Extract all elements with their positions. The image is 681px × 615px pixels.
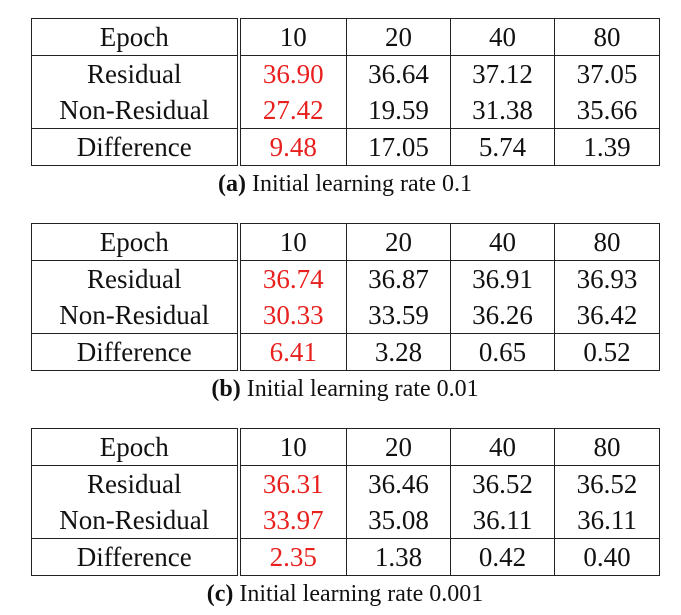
header-cell: 40 — [450, 18, 555, 56]
row-label: Difference — [31, 538, 239, 576]
table-cell: 36.11 — [450, 502, 555, 539]
table-row-non-residual: Non-Residual 33.97 35.08 36.11 36.11 — [32, 502, 660, 539]
table-cell: 36.93 — [554, 260, 660, 297]
caption-tag: (c) — [206, 581, 234, 607]
table-row-residual: Residual 36.74 36.87 36.91 36.93 — [32, 260, 660, 297]
table-cell: 0.42 — [450, 538, 555, 576]
table-b-block: Epoch 10 20 40 80 Residual 36.74 36.87 3… — [31, 223, 660, 403]
table-caption: (a) Initial learning rate 0.1 — [31, 171, 659, 198]
table-cell: 36.46 — [346, 465, 451, 502]
table-cell: 36.11 — [554, 502, 660, 539]
header-cell: 10 — [236, 18, 347, 56]
highlighted-cell: 36.74 — [236, 260, 347, 297]
row-label: Residual — [87, 468, 182, 499]
header-cell: 40 — [450, 428, 555, 466]
highlighted-cell: 6.41 — [236, 333, 347, 371]
highlighted-cell: 36.31 — [236, 465, 347, 502]
table-caption: (c) Initial learning rate 0.001 — [31, 581, 659, 608]
header-row: Epoch 10 20 40 80 — [31, 18, 660, 56]
caption-text: Initial learning rate 0.001 — [239, 581, 484, 607]
table-row-difference: Difference 9.48 17.05 5.74 1.39 — [31, 128, 660, 166]
header-cell: 80 — [554, 428, 660, 466]
table-cell: 36.26 — [450, 297, 555, 334]
table-row-residual: Residual 36.90 36.64 37.12 37.05 — [32, 55, 660, 92]
row-label: Difference — [31, 333, 239, 371]
table-cell: 19.59 — [346, 92, 451, 129]
header-row: Epoch 10 20 40 80 — [31, 428, 660, 466]
table-cell: 36.52 — [554, 465, 660, 502]
header-cell: 40 — [450, 223, 555, 261]
header-cell: Epoch — [31, 428, 239, 466]
table-row-non-residual: Non-Residual 30.33 33.59 36.26 36.42 — [32, 297, 660, 334]
highlighted-cell: 9.48 — [236, 128, 347, 166]
caption-text: Initial learning rate 0.1 — [252, 171, 472, 197]
highlighted-cell: 33.97 — [236, 502, 347, 539]
highlighted-cell: 27.42 — [236, 92, 347, 129]
highlighted-cell: 36.90 — [236, 55, 347, 92]
table-cell: 3.28 — [346, 333, 451, 371]
table-caption: (b) Initial learning rate 0.01 — [31, 376, 659, 403]
header-row: Epoch 10 20 40 80 — [31, 223, 660, 261]
table-cell: 37.05 — [554, 55, 660, 92]
table-cell: 36.42 — [554, 297, 660, 334]
table-cell: 1.39 — [554, 128, 660, 166]
results-table-b: Epoch 10 20 40 80 Residual 36.74 36.87 3… — [31, 223, 660, 371]
table-row-residual: Residual 36.31 36.46 36.52 36.52 — [32, 465, 660, 502]
header-cell: 10 — [236, 223, 347, 261]
row-label: Residual — [87, 58, 182, 89]
caption-tag: (b) — [211, 376, 241, 402]
table-cell: 36.91 — [450, 260, 555, 297]
table-row-difference: Difference 2.35 1.38 0.42 0.40 — [31, 538, 660, 576]
table-cell: 5.74 — [450, 128, 555, 166]
table-cell: 36.87 — [346, 260, 451, 297]
caption-tag: (a) — [218, 171, 247, 197]
row-label: Non-Residual — [59, 94, 210, 125]
header-cell: 20 — [346, 428, 451, 466]
table-cell: 0.65 — [450, 333, 555, 371]
table-row-difference: Difference 6.41 3.28 0.65 0.52 — [31, 333, 660, 371]
table-cell: 0.52 — [554, 333, 660, 371]
table-cell: 33.59 — [346, 297, 451, 334]
table-row-non-residual: Non-Residual 27.42 19.59 31.38 35.66 — [32, 92, 660, 129]
header-cell: 10 — [236, 428, 347, 466]
header-cell: 20 — [346, 18, 451, 56]
table-cell: 36.64 — [346, 55, 451, 92]
row-label: Non-Residual — [59, 504, 210, 535]
table-cell: 1.38 — [346, 538, 451, 576]
caption-text: Initial learning rate 0.01 — [246, 376, 479, 402]
row-label: Difference — [31, 128, 239, 166]
highlighted-cell: 30.33 — [236, 297, 347, 334]
table-cell: 17.05 — [346, 128, 451, 166]
table-cell: 35.08 — [346, 502, 451, 539]
table-cell: 36.52 — [450, 465, 555, 502]
table-a-block: Epoch 10 20 40 80 Residual 36.90 36.64 3… — [31, 18, 660, 198]
row-label: Residual — [87, 263, 182, 294]
table-cell: 37.12 — [450, 55, 555, 92]
header-cell: 80 — [554, 18, 660, 56]
table-cell: 31.38 — [450, 92, 555, 129]
table-cell: 35.66 — [554, 92, 660, 129]
header-cell: Epoch — [31, 18, 239, 56]
header-cell: 80 — [554, 223, 660, 261]
table-c-block: Epoch 10 20 40 80 Residual 36.31 36.46 3… — [31, 428, 660, 608]
results-table-a: Epoch 10 20 40 80 Residual 36.90 36.64 3… — [31, 18, 660, 166]
header-cell: Epoch — [31, 223, 239, 261]
highlighted-cell: 2.35 — [236, 538, 347, 576]
header-cell: 20 — [346, 223, 451, 261]
row-label: Non-Residual — [59, 299, 210, 330]
results-table-c: Epoch 10 20 40 80 Residual 36.31 36.46 3… — [31, 428, 660, 576]
table-cell: 0.40 — [554, 538, 660, 576]
